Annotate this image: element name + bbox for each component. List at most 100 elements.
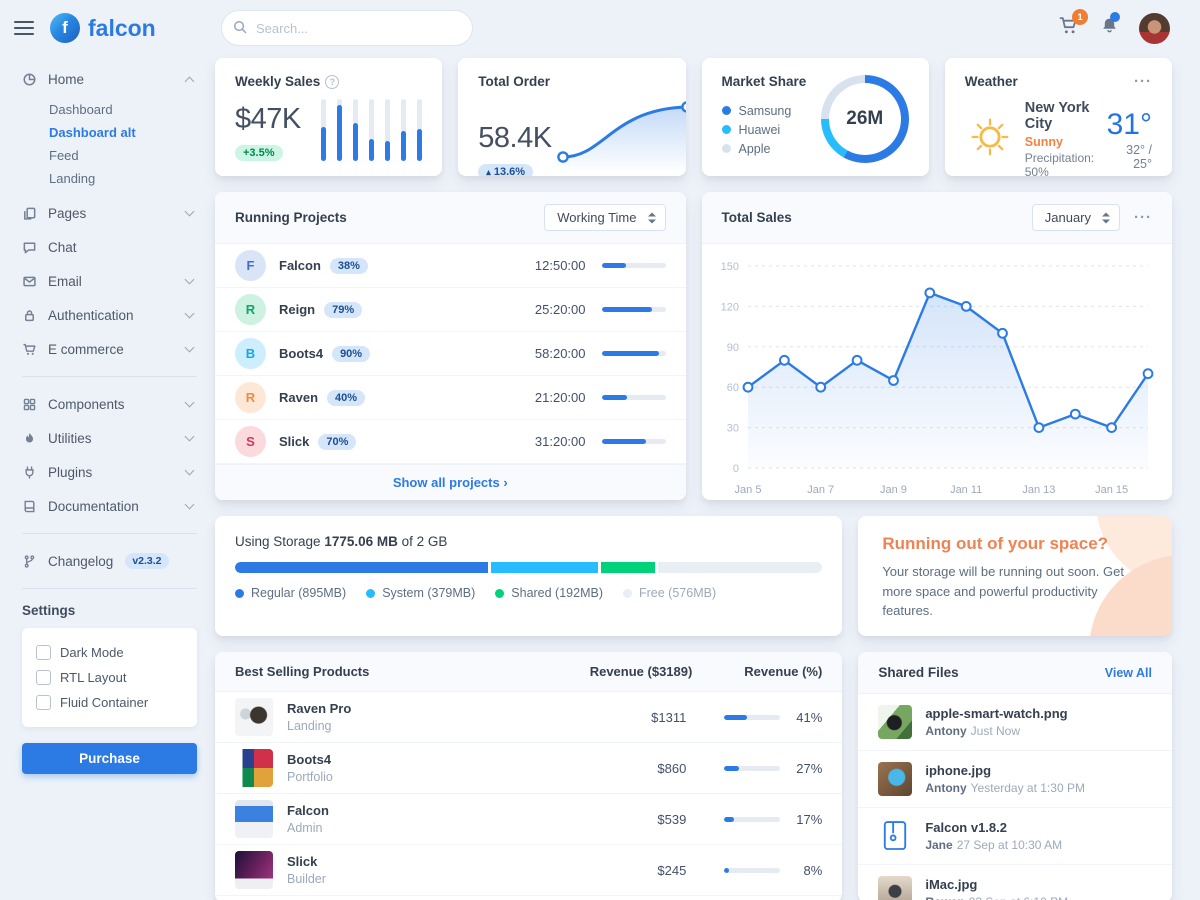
sidebar-divider: [22, 376, 197, 377]
svg-text:Jan 15: Jan 15: [1095, 484, 1128, 496]
product-progress-bar: [724, 765, 781, 771]
option-label: Dark Mode: [60, 645, 124, 660]
sidebar-item-documentation[interactable]: Documentation: [22, 489, 197, 523]
storage-legend-item: System (379MB): [366, 586, 475, 600]
product-category[interactable]: Builder: [287, 872, 326, 886]
project-percent-badge: 40%: [327, 389, 366, 406]
product-category[interactable]: Admin: [287, 821, 323, 835]
sidebar-item-changelog[interactable]: Changelog v2.3.2: [22, 544, 197, 578]
checkbox-icon[interactable]: [36, 695, 51, 710]
svg-text:120: 120: [720, 301, 738, 313]
sidebar-item-chat[interactable]: Chat: [22, 230, 197, 264]
product-name[interactable]: Boots4: [287, 752, 332, 767]
file-name[interactable]: apple-smart-watch.png: [925, 706, 1068, 721]
sidebar-item-components[interactable]: Components: [22, 387, 197, 421]
file-time: 27 Sep at 10:30 AM: [956, 838, 1063, 852]
user-avatar[interactable]: [1139, 12, 1170, 44]
show-all-projects-link[interactable]: Show all projects ›: [215, 464, 686, 500]
file-user: Jane: [925, 838, 953, 852]
legend-label: Apple: [738, 141, 771, 156]
search-icon: [233, 20, 247, 39]
product-name[interactable]: Slick: [287, 854, 318, 869]
sidebar-item-landing[interactable]: Landing: [49, 171, 96, 186]
product-thumbnail: [235, 698, 273, 736]
product-category[interactable]: Portfolio: [287, 770, 333, 784]
upgrade-storage-link[interactable]: Upgrade storage ›: [882, 635, 993, 637]
total-order-card: Total Order 58.4K ▴ 13.6%: [458, 58, 686, 176]
rtl-layout-toggle[interactable]: RTL Layout: [36, 665, 183, 690]
sidebar-item-feed[interactable]: Feed: [49, 148, 79, 163]
sidebar-item-pages[interactable]: Pages: [22, 196, 197, 230]
file-time: Just Now: [970, 724, 1021, 738]
product-row: [215, 896, 842, 900]
sidebar-item-home[interactable]: Home: [22, 62, 197, 96]
sidebar-item-plugins[interactable]: Plugins: [22, 455, 197, 489]
file-name[interactable]: Falcon v1.8.2: [925, 820, 1007, 835]
purchase-button[interactable]: Purchase: [22, 743, 197, 774]
notifications-button[interactable]: [1100, 12, 1120, 40]
working-time-select[interactable]: Working Time: [544, 204, 666, 231]
sidebar-item-email[interactable]: Email: [22, 264, 197, 298]
storage-segment: [490, 562, 598, 573]
card-title: Running Projects: [235, 210, 347, 225]
sidebar-item-dashboard-alt[interactable]: Dashboard alt: [49, 125, 136, 140]
weekly-sales-card: Weekly Sales? $47K +3.5%: [215, 58, 443, 176]
project-name[interactable]: Raven: [279, 390, 319, 405]
sidebar-item-ecommerce[interactable]: E commerce: [22, 332, 197, 366]
settings-heading: Settings: [22, 603, 76, 618]
month-select[interactable]: January: [1031, 204, 1120, 231]
project-name[interactable]: Slick: [279, 434, 310, 449]
card-menu-icon[interactable]: ···: [1134, 73, 1152, 90]
project-time: 31:20:00: [534, 434, 586, 449]
sidebar-item-label: Components: [48, 396, 125, 412]
project-time: 25:20:00: [534, 302, 586, 317]
storage-total: of 2 GB: [401, 534, 448, 549]
cart-button[interactable]: 1: [1059, 9, 1088, 40]
project-name[interactable]: Reign: [279, 302, 316, 317]
product-revenue: $1311: [651, 709, 687, 725]
brand-logo[interactable]: f falcon: [50, 13, 156, 43]
card-menu-icon[interactable]: ···: [1134, 209, 1152, 226]
product-name[interactable]: Falcon: [287, 803, 329, 818]
project-name[interactable]: Boots4: [279, 346, 324, 361]
legend-dot: [366, 588, 376, 598]
menu-toggle-icon[interactable]: [14, 17, 34, 39]
fluid-container-toggle[interactable]: Fluid Container: [36, 690, 183, 715]
checkbox-icon[interactable]: [36, 670, 51, 685]
file-time: Yesterday at 1:30 PM: [970, 781, 1085, 795]
storage-bar: [235, 562, 823, 573]
sidebar-item-utilities[interactable]: Utilities: [22, 421, 197, 455]
legend-dot: [721, 144, 731, 153]
running-projects-card: Running Projects Working Time F Falcon 3…: [215, 192, 686, 500]
checkbox-icon[interactable]: [36, 645, 51, 660]
total-order-badge: ▴ 13.6%: [478, 164, 534, 176]
code-branch-icon: [22, 554, 38, 569]
product-category[interactable]: Landing: [287, 719, 332, 733]
product-name[interactable]: Raven Pro: [287, 701, 352, 716]
sidebar-item-label: Utilities: [48, 430, 92, 446]
card-title: Weather: [964, 74, 1018, 89]
brand-name: falcon: [88, 14, 156, 41]
bar: [385, 99, 391, 161]
sidebar-item-label: Changelog: [48, 553, 114, 569]
project-name[interactable]: Falcon: [279, 258, 321, 273]
svg-text:Jan 11: Jan 11: [950, 484, 982, 496]
file-name[interactable]: iMac.jpg: [925, 877, 978, 892]
card-title: Market Share: [721, 74, 807, 89]
search-box[interactable]: [221, 10, 473, 46]
view-all-link[interactable]: View All: [1104, 665, 1152, 680]
file-name[interactable]: iphone.jpg: [925, 763, 992, 778]
percent-column-header: Revenue (%): [744, 664, 823, 679]
chevron-down-icon: [184, 431, 195, 442]
dark-mode-toggle[interactable]: Dark Mode: [36, 640, 183, 665]
revenue-column-header: Revenue ($3189): [589, 664, 693, 679]
search-input[interactable]: [221, 10, 473, 46]
help-icon[interactable]: ?: [325, 75, 340, 89]
book-icon: [22, 499, 38, 514]
chevron-down-icon: [184, 397, 195, 408]
sidebar-item-authentication[interactable]: Authentication: [22, 298, 197, 332]
weather-card: Weather ··· New York City: [944, 58, 1172, 176]
legend-dot: [721, 125, 731, 134]
chevron-up-icon: [184, 76, 195, 86]
sidebar-item-dashboard[interactable]: Dashboard: [49, 102, 113, 117]
